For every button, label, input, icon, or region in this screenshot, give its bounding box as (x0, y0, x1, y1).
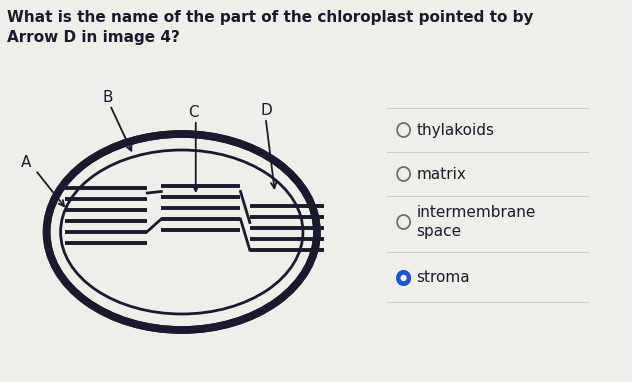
Circle shape (397, 271, 410, 285)
Ellipse shape (61, 150, 303, 314)
Text: intermembrane
space: intermembrane space (416, 205, 536, 239)
Text: Arrow D in image 4?: Arrow D in image 4? (8, 30, 180, 45)
Text: What is the name of the part of the chloroplast pointed to by: What is the name of the part of the chlo… (8, 10, 534, 25)
Text: B: B (102, 90, 113, 105)
Text: thylakoids: thylakoids (416, 123, 495, 138)
Text: C: C (188, 105, 199, 120)
Text: stroma: stroma (416, 270, 470, 285)
Text: matrix: matrix (416, 167, 466, 181)
Ellipse shape (47, 134, 317, 330)
Circle shape (401, 275, 406, 280)
Text: A: A (20, 155, 31, 170)
Text: D: D (261, 103, 273, 118)
